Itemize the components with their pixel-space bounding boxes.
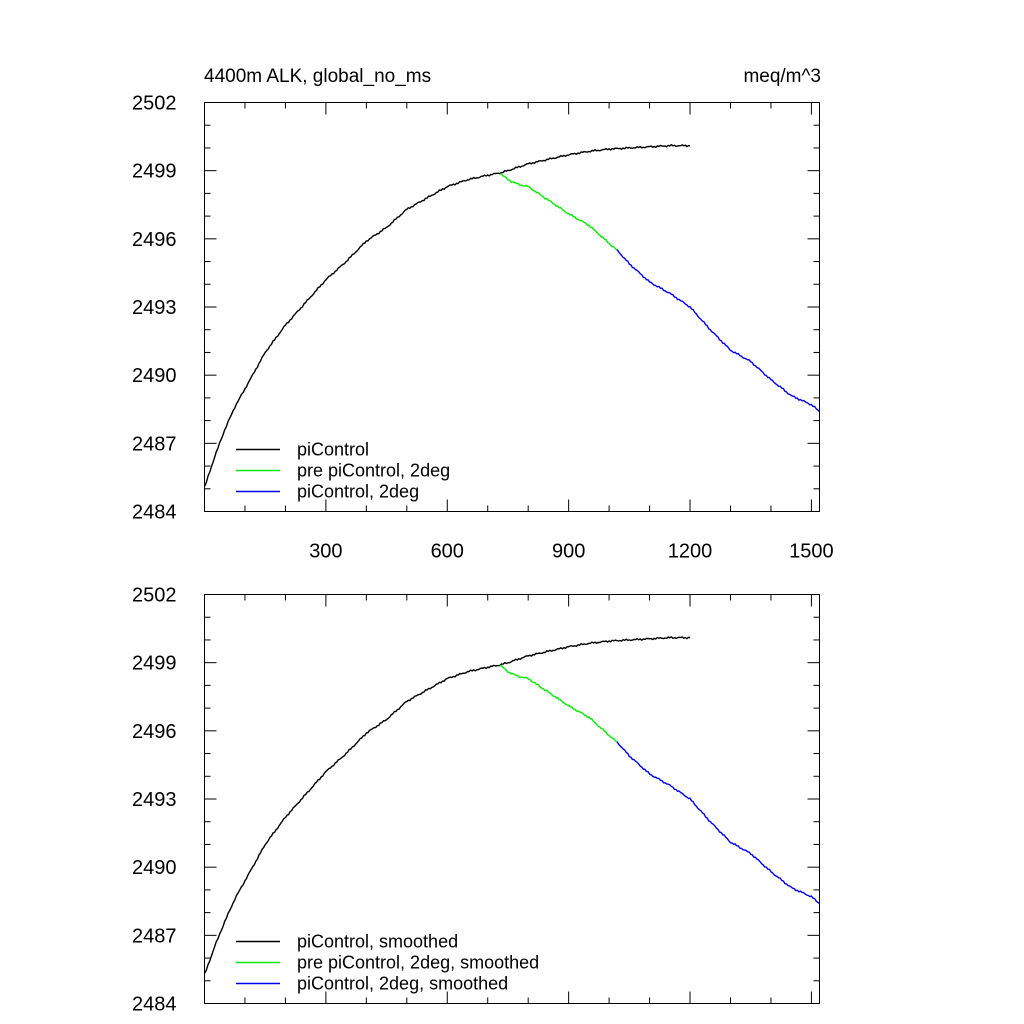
y-tick-label: 2490 <box>132 365 177 387</box>
legend-label: piControl, 2deg, smoothed <box>297 974 508 994</box>
legend-entry: pre piControl, 2deg, smoothed <box>236 953 539 973</box>
y-tick-label: 2502 <box>132 585 177 607</box>
legend-entry: piControl, 2deg <box>236 482 419 502</box>
legend-entry: piControl, smoothed <box>236 932 458 952</box>
data-series <box>204 143 820 487</box>
legend-entry: piControl <box>236 440 369 460</box>
y-axis: 2484 2487 2490 2493 2496 2499 2502 <box>132 93 177 524</box>
legend-entry: pre piControl, 2deg <box>236 461 450 481</box>
axis-ticks <box>204 102 820 512</box>
y-tick-label: 2499 <box>132 161 177 183</box>
y-tick-label: 2493 <box>132 297 177 319</box>
units-label: meq/m^3 <box>743 66 821 87</box>
series-line-picontrol <box>204 143 691 487</box>
x-tick-label: 300 <box>309 541 342 563</box>
x-tick-label: 600 <box>431 541 464 563</box>
legend-label: piControl, smoothed <box>297 932 458 952</box>
x-tick-label: 900 <box>552 541 585 563</box>
x-tick-label: 1500 <box>789 541 834 563</box>
panel-bottom: 2484 2487 2490 2493 2496 2499 2502 piCon… <box>132 585 820 1016</box>
legend-label: pre piControl, 2deg <box>297 461 450 481</box>
series-line-pre-picontrol-2deg <box>499 173 618 251</box>
series-line-picontrol-2deg-smoothed <box>616 741 820 905</box>
panel-top: 4400m ALK, global_no_ms meq/m^3 2484 248… <box>132 66 834 563</box>
y-tick-label: 2490 <box>132 857 177 879</box>
axis-ticks <box>204 594 820 1004</box>
y-tick-label: 2496 <box>132 721 177 743</box>
series-line-pre-picontrol-2deg-smoothed <box>499 664 618 743</box>
y-tick-label: 2484 <box>132 502 177 524</box>
legend: piControl pre piControl, 2deg piControl,… <box>236 440 450 502</box>
y-tick-label: 2484 <box>132 994 177 1016</box>
x-tick-label: 1200 <box>668 541 713 563</box>
y-axis: 2484 2487 2490 2493 2496 2499 2502 <box>132 585 177 1016</box>
legend-label: piControl, 2deg <box>297 482 419 502</box>
x-axis: 300 600 900 1200 1500 <box>309 541 833 563</box>
y-tick-label: 2493 <box>132 789 177 811</box>
y-tick-label: 2502 <box>132 93 177 115</box>
series-line-picontrol-2deg <box>616 249 820 413</box>
y-tick-label: 2487 <box>132 433 177 455</box>
y-tick-label: 2496 <box>132 229 177 251</box>
legend-entry: piControl, 2deg, smoothed <box>236 974 508 994</box>
legend-label: piControl <box>297 440 369 460</box>
y-tick-label: 2487 <box>132 925 177 947</box>
data-series <box>204 636 820 974</box>
panel-title: 4400m ALK, global_no_ms <box>204 66 431 87</box>
y-tick-label: 2499 <box>132 653 177 675</box>
legend: piControl, smoothed pre piControl, 2deg,… <box>236 932 539 994</box>
legend-label: pre piControl, 2deg, smoothed <box>297 953 539 973</box>
series-line-picontrol-smoothed <box>204 636 691 974</box>
